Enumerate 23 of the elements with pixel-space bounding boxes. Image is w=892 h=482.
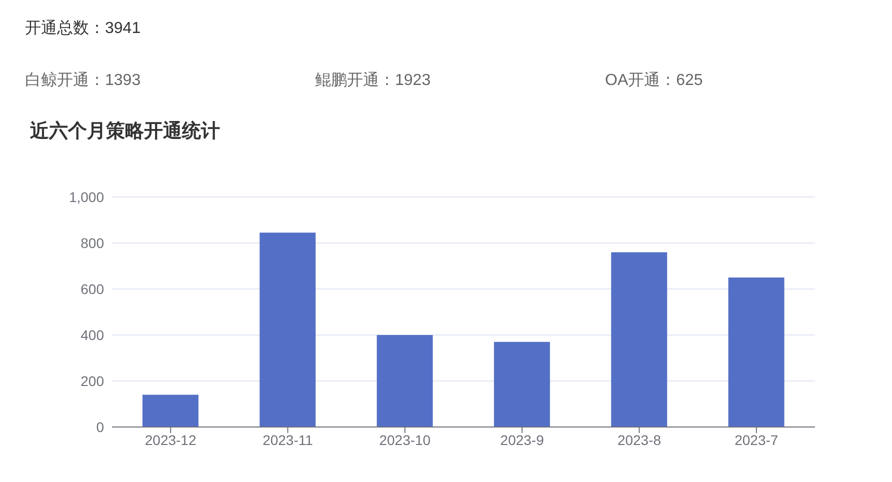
bar — [376, 335, 433, 427]
text: 鲲鹏开通：1923 — [315, 70, 431, 91]
x-tick-label: 2023-10 — [379, 432, 431, 448]
x-tick-label: 2023-11 — [262, 432, 314, 448]
bar — [494, 342, 550, 427]
y-tick-label: 400 — [80, 326, 104, 343]
text: 开通总数：3941 — [25, 18, 141, 39]
bar — [260, 232, 316, 427]
text: OA开通：625 — [605, 70, 703, 91]
chart-title: 近六个月策略开通统计 — [30, 120, 220, 144]
y-tick-label: 0 — [96, 418, 104, 435]
text: 白鲸开通：1393 — [25, 70, 141, 91]
y-tick-label: 200 — [80, 372, 104, 389]
x-tick-label: 2023-8 — [617, 432, 662, 448]
x-tick-label: 2023-7 — [734, 432, 778, 448]
y-tick-label: 800 — [80, 234, 104, 251]
y-tick-label: 600 — [80, 280, 104, 297]
x-tick-label: 2023-9 — [500, 432, 544, 448]
x-tick-label: 2023-12 — [144, 432, 196, 448]
y-tick-label: 1,000 — [68, 188, 104, 205]
bar — [611, 252, 668, 427]
bar — [728, 278, 784, 427]
bar — [142, 394, 198, 427]
